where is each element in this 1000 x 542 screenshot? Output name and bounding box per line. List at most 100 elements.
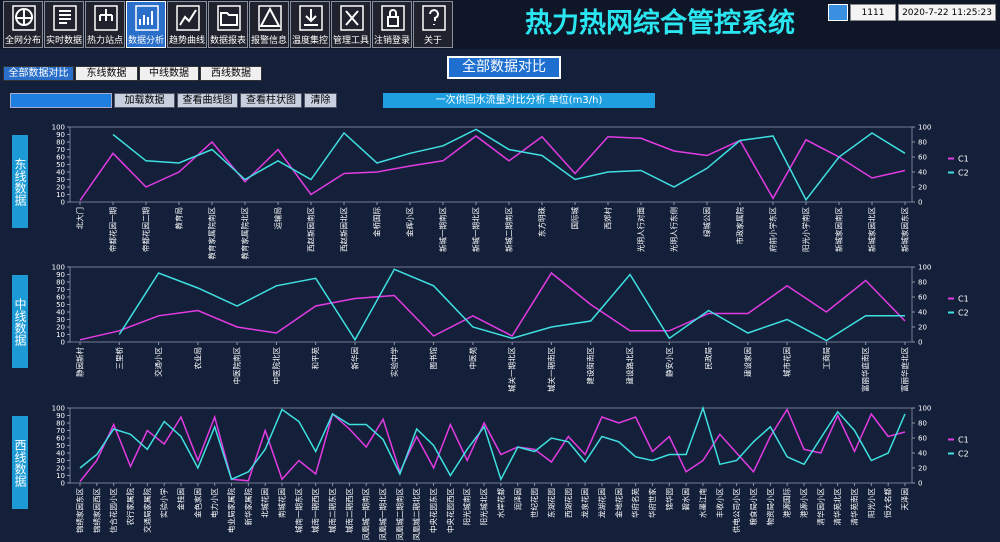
toolbar-button[interactable]: 温度集控 <box>290 1 330 48</box>
x-tick-label: 光明人行对面 <box>636 207 646 252</box>
x-tick-label: 中央花园西区 <box>445 488 455 533</box>
x-tick-label: 城南二期西区 <box>344 488 354 533</box>
toolbar-icon <box>12 5 36 31</box>
y-tick-label: 90 <box>56 412 65 420</box>
y2-tick-label: 100 <box>918 124 931 132</box>
plot-frame <box>69 266 913 343</box>
control-button[interactable]: 加载数据 <box>114 93 175 108</box>
y2-tick-label: 40 <box>918 169 927 177</box>
legend-label: C1 <box>958 155 969 164</box>
x-tick-label: 龙泉花园 <box>580 488 590 518</box>
y-tick-label: 40 <box>56 169 65 177</box>
icon-glyph <box>387 9 399 27</box>
x-tick-label: 帝都花园二期 <box>141 207 151 252</box>
y-tick-label: 60 <box>56 154 65 162</box>
toolbar-button[interactable]: 实时数据 <box>44 1 84 48</box>
control-button[interactable]: 清除 <box>304 93 337 108</box>
toolbar-button[interactable]: 数据报表 <box>208 1 248 48</box>
x-tick-label: 城南一期西区 <box>310 488 320 533</box>
x-tick-label: 锦绣家园西区 <box>91 488 101 533</box>
y2-tick-label: 20 <box>918 184 927 192</box>
user-icon <box>828 4 848 21</box>
icon-frame <box>94 5 118 31</box>
y2-tick-label: 60 <box>918 435 927 443</box>
x-tick-label: 水岸花都 <box>495 488 505 518</box>
x-tick-label: 图书馆 <box>428 347 438 370</box>
y-tick-label: 20 <box>56 184 65 192</box>
y-tick-label: 30 <box>56 316 65 324</box>
icon-glyph <box>304 9 318 26</box>
toolbar-label: 趋势曲线 <box>168 36 205 46</box>
x-tick-label: 西郊村 <box>603 207 613 230</box>
toolbar-label: 管理工具 <box>332 36 369 46</box>
x-tick-label: 城南一期东区 <box>293 488 303 533</box>
series-line <box>79 407 906 482</box>
x-tick-label: 运输局 <box>273 207 283 230</box>
x-tick-label: 西湖花园 <box>563 488 573 518</box>
x-tick-label: 实验中学 <box>389 347 399 377</box>
x-tick-label: 龙湖花园 <box>596 488 606 518</box>
user-name: 1111 <box>850 4 896 21</box>
y-tick-label: 90 <box>56 271 65 279</box>
toolbar-icon <box>94 5 118 31</box>
x-tick-label: 清华苑北区 <box>832 488 842 526</box>
section-label: 西线数据 <box>12 416 28 509</box>
main-button[interactable]: 全部数据对比 <box>447 56 561 79</box>
toolbar-button[interactable]: 管理工具 <box>331 1 371 48</box>
y2-tick-label: 40 <box>918 450 927 458</box>
toolbar-button[interactable]: 注销登录 <box>372 1 412 48</box>
x-tick-label: 国际城 <box>571 207 580 230</box>
icon-frame <box>299 5 323 31</box>
app-title: 热力热网综合管控系统 <box>525 8 795 39</box>
y-tick-label: 70 <box>56 146 65 154</box>
x-tick-label: 恒大名都 <box>883 488 893 518</box>
x-tick-label: 府前小学东区 <box>768 207 778 252</box>
x-tick-label: 润泽园 <box>512 488 522 511</box>
toolbar-icon <box>135 5 159 31</box>
legend-label: C2 <box>958 450 969 459</box>
series-line <box>112 128 906 202</box>
tab[interactable]: 西线数据 <box>200 66 262 81</box>
toolbar-button[interactable]: 趋势曲线 <box>167 1 207 48</box>
icon-glyph <box>139 11 153 25</box>
control-button[interactable]: 查看柱状图 <box>240 93 302 108</box>
y-tick-label: 50 <box>56 161 65 169</box>
x-tick-label: 供电公司小区 <box>731 488 741 533</box>
x-tick-label: 光明人行东侧 <box>669 207 679 252</box>
x-tick-label: 凤凰城一期北区 <box>379 488 388 541</box>
analysis-title: 一次供回水流量对比分析 单位(m3/h) <box>383 93 655 108</box>
x-tick-label: 新华家属院 <box>243 488 253 526</box>
x-tick-label: 华府世家 <box>647 488 657 518</box>
dropdown[interactable] <box>10 93 112 108</box>
toolbar-button[interactable]: 全网分布 <box>3 1 43 48</box>
y-tick-label: 80 <box>56 420 65 428</box>
tab[interactable]: 东线数据 <box>75 66 138 81</box>
x-tick-label: 粮食局小区 <box>748 488 758 526</box>
x-tick-label: 富丽华庭南区 <box>860 347 870 392</box>
x-tick-label: 东湖花园 <box>546 488 556 518</box>
y-tick-label: 30 <box>56 176 65 184</box>
x-tick-label: 帝都花园一期 <box>108 207 118 252</box>
toolbar-button[interactable]: 关于 <box>413 1 453 48</box>
x-tick-label: 新城家园南区 <box>834 207 844 252</box>
icon-frame <box>258 5 282 31</box>
y-tick-label: 30 <box>56 457 65 465</box>
toolbar-button[interactable]: 报警信息 <box>249 1 289 48</box>
tab[interactable]: 全部数据对比 <box>3 66 74 81</box>
legend-label: C2 <box>958 169 969 178</box>
y-tick-label: 10 <box>56 472 65 480</box>
y2-tick-label: 20 <box>918 324 927 332</box>
x-tick-label: 新城一期北区 <box>471 207 481 252</box>
toolbar-button[interactable]: 数据分析 <box>126 1 166 48</box>
y-tick-label: 100 <box>52 264 65 272</box>
section-label: 东线数据 <box>12 135 28 228</box>
tab[interactable]: 中线数据 <box>139 66 199 81</box>
x-tick-label: 建设路北区 <box>625 347 635 385</box>
control-button[interactable]: 查看曲线图 <box>177 93 238 108</box>
y-tick-label: 0 <box>61 480 65 488</box>
x-tick-label: 凤凰城一期南区 <box>361 488 371 541</box>
toolbar-button[interactable]: 热力站点 <box>85 1 125 48</box>
x-tick-label: 北大门 <box>75 207 85 230</box>
icon-frame <box>422 5 446 31</box>
